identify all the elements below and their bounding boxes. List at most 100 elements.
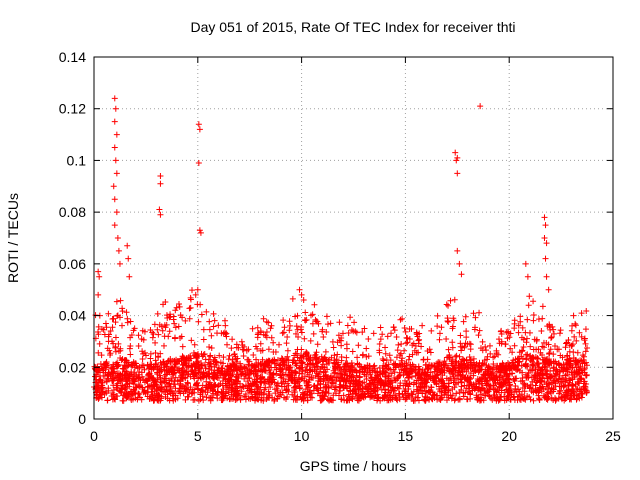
data-point-3425 — [196, 126, 203, 133]
data-point-3337 — [581, 353, 588, 360]
data-point-2342 — [553, 366, 560, 373]
data-point-3394 — [291, 377, 298, 384]
data-point-3300 — [382, 389, 389, 396]
data-point-2942 — [187, 304, 194, 311]
data-point-3349 — [422, 390, 429, 396]
data-point-2800 — [433, 366, 440, 373]
data-point-2948 — [374, 373, 381, 380]
data-point-1095 — [388, 330, 395, 337]
data-point-2991 — [262, 360, 269, 367]
data-point-3068 — [419, 387, 426, 394]
data-point-1361 — [557, 327, 564, 334]
data-point-3137 — [463, 334, 470, 341]
data-point-1082 — [495, 336, 502, 343]
data-point-3422 — [156, 206, 163, 213]
data-point-1887 — [546, 350, 553, 356]
data-point-3336 — [377, 369, 384, 376]
data-point-3223 — [140, 350, 147, 357]
data-point-3391 — [409, 367, 416, 374]
data-point-3310 — [175, 365, 182, 372]
data-point-2101 — [178, 333, 185, 340]
data-point-3385 — [536, 364, 543, 371]
data-point-2732 — [285, 382, 292, 389]
data-point-3384 — [169, 395, 176, 402]
data-point-2829 — [135, 390, 142, 397]
data-point-240 — [343, 354, 350, 361]
data-point-3152 — [445, 380, 452, 387]
data-point-2624 — [383, 356, 390, 363]
data-point-3371 — [469, 362, 476, 369]
data-point-2745 — [162, 393, 169, 400]
data-point-1021 — [458, 347, 465, 354]
data-point-1636 — [127, 318, 134, 325]
data-point-3269 — [268, 334, 275, 341]
data-point-2211 — [438, 384, 445, 391]
data-point-2680 — [409, 342, 416, 349]
data-point-2376 — [157, 350, 164, 357]
data-point-1925 — [356, 373, 363, 380]
data-point-3069 — [301, 335, 308, 342]
data-point-3258 — [271, 356, 278, 363]
data-point-404 — [354, 354, 361, 361]
data-point-1652 — [564, 352, 571, 359]
data-point-3446 — [541, 235, 548, 241]
data-point-3321 — [452, 353, 459, 360]
data-point-1705 — [401, 347, 408, 354]
data-point-3329 — [186, 357, 193, 364]
data-point-3142 — [137, 394, 144, 401]
data-point-1951 — [493, 350, 500, 357]
data-point-3434 — [452, 149, 459, 156]
data-point-925 — [306, 376, 313, 383]
data-point-1428 — [207, 360, 214, 367]
data-point-3116 — [482, 375, 489, 382]
data-point-2042 — [138, 369, 145, 376]
data-point-2372 — [152, 350, 159, 357]
data-point-1909 — [138, 336, 145, 343]
data-point-2525 — [242, 382, 249, 389]
data-point-1746 — [214, 330, 221, 337]
data-point-3423 — [157, 211, 164, 218]
data-point-2625 — [570, 349, 577, 356]
data-point-236 — [229, 336, 236, 343]
data-point-2346 — [225, 378, 232, 385]
data-point-2981 — [299, 368, 306, 375]
data-point-1461 — [460, 318, 467, 325]
data-point-1408 — [109, 324, 116, 331]
data-point-1230 — [574, 349, 581, 356]
data-point-3340 — [386, 378, 393, 385]
data-point-3256 — [524, 382, 531, 389]
data-point-3177 — [322, 372, 329, 379]
data-point-3373 — [445, 386, 452, 393]
data-point-2728 — [270, 339, 277, 346]
data-point-3435 — [454, 154, 461, 161]
data-point-1880 — [141, 379, 148, 386]
data-point-3249 — [208, 344, 215, 351]
data-point-582 — [511, 317, 518, 324]
data-point-3323 — [194, 358, 201, 365]
data-point-3449 — [543, 273, 550, 280]
data-point-2776 — [533, 387, 540, 394]
data-point-2889 — [576, 395, 583, 402]
data-point-2836 — [222, 392, 229, 399]
data-point-3157 — [439, 394, 446, 401]
data-point-1407 — [470, 310, 477, 317]
data-point-3382 — [426, 387, 433, 394]
data-point-2719 — [166, 328, 173, 335]
data-point-1931 — [188, 337, 195, 344]
data-point-2447 — [461, 382, 468, 389]
data-point-2666 — [228, 381, 235, 388]
data-point-3231 — [377, 324, 384, 331]
data-point-3408 — [111, 196, 118, 203]
data-point-2864 — [510, 376, 517, 383]
data-point-3044 — [445, 354, 452, 361]
data-point-2999 — [514, 366, 521, 373]
data-point-1019 — [538, 328, 545, 335]
data-point-316 — [548, 333, 555, 340]
data-point-1886 — [484, 353, 491, 360]
data-point-3348 — [141, 328, 148, 335]
data-point-2498 — [371, 362, 378, 369]
data-point-1845 — [326, 397, 333, 404]
data-point-10 — [208, 332, 215, 339]
data-point-2832 — [517, 396, 524, 403]
data-point-2315 — [542, 367, 549, 374]
